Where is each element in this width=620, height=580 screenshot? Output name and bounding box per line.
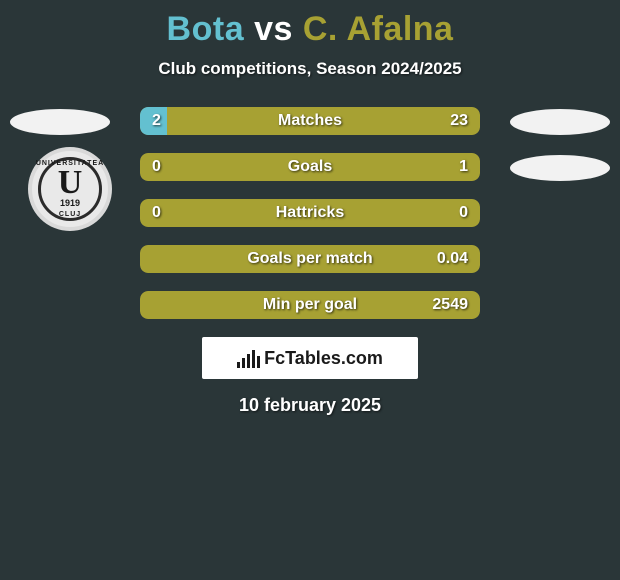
stat-label: Hattricks — [140, 199, 480, 227]
date-text: 10 february 2025 — [0, 395, 620, 416]
stat-label: Matches — [140, 107, 480, 135]
brand-badge: FcTables.com — [202, 337, 418, 379]
badge-bottom-text: CLUJ — [59, 211, 81, 218]
title-vs: vs — [254, 10, 293, 48]
stat-row: 01Goals — [140, 153, 480, 181]
stat-label: Goals per match — [140, 245, 480, 273]
left-club-badge-icon: UNIVERSITATEA U 1919 CLUJ — [28, 147, 112, 231]
subtitle: Club competitions, Season 2024/2025 — [0, 59, 620, 79]
infographic-root: Bota vs C. Afalna Club competitions, Sea… — [0, 0, 620, 580]
page-title: Bota vs C. Afalna — [0, 0, 620, 49]
stat-row: 0.04Goals per match — [140, 245, 480, 273]
right-team-logo-placeholder-2-icon — [510, 155, 610, 181]
right-team-logo-placeholder-icon — [510, 109, 610, 135]
stat-row: 00Hattricks — [140, 199, 480, 227]
stat-row: 2549Min per goal — [140, 291, 480, 319]
left-team-logo-placeholder-icon — [10, 109, 110, 135]
stat-row: 223Matches — [140, 107, 480, 135]
stat-label: Goals — [140, 153, 480, 181]
stat-label: Min per goal — [140, 291, 480, 319]
brand-bars-icon — [237, 348, 260, 368]
title-player-left: Bota — [167, 10, 245, 48]
badge-top-text: UNIVERSITATEA — [36, 160, 104, 167]
title-player-right: C. Afalna — [303, 10, 454, 48]
stats-area: UNIVERSITATEA U 1919 CLUJ 223Matches 01Go… — [0, 107, 620, 319]
stat-bars: 223Matches 01Goals 00Hattricks 0.04Goals pe… — [140, 107, 480, 319]
brand-text: FcTables.com — [264, 348, 383, 369]
